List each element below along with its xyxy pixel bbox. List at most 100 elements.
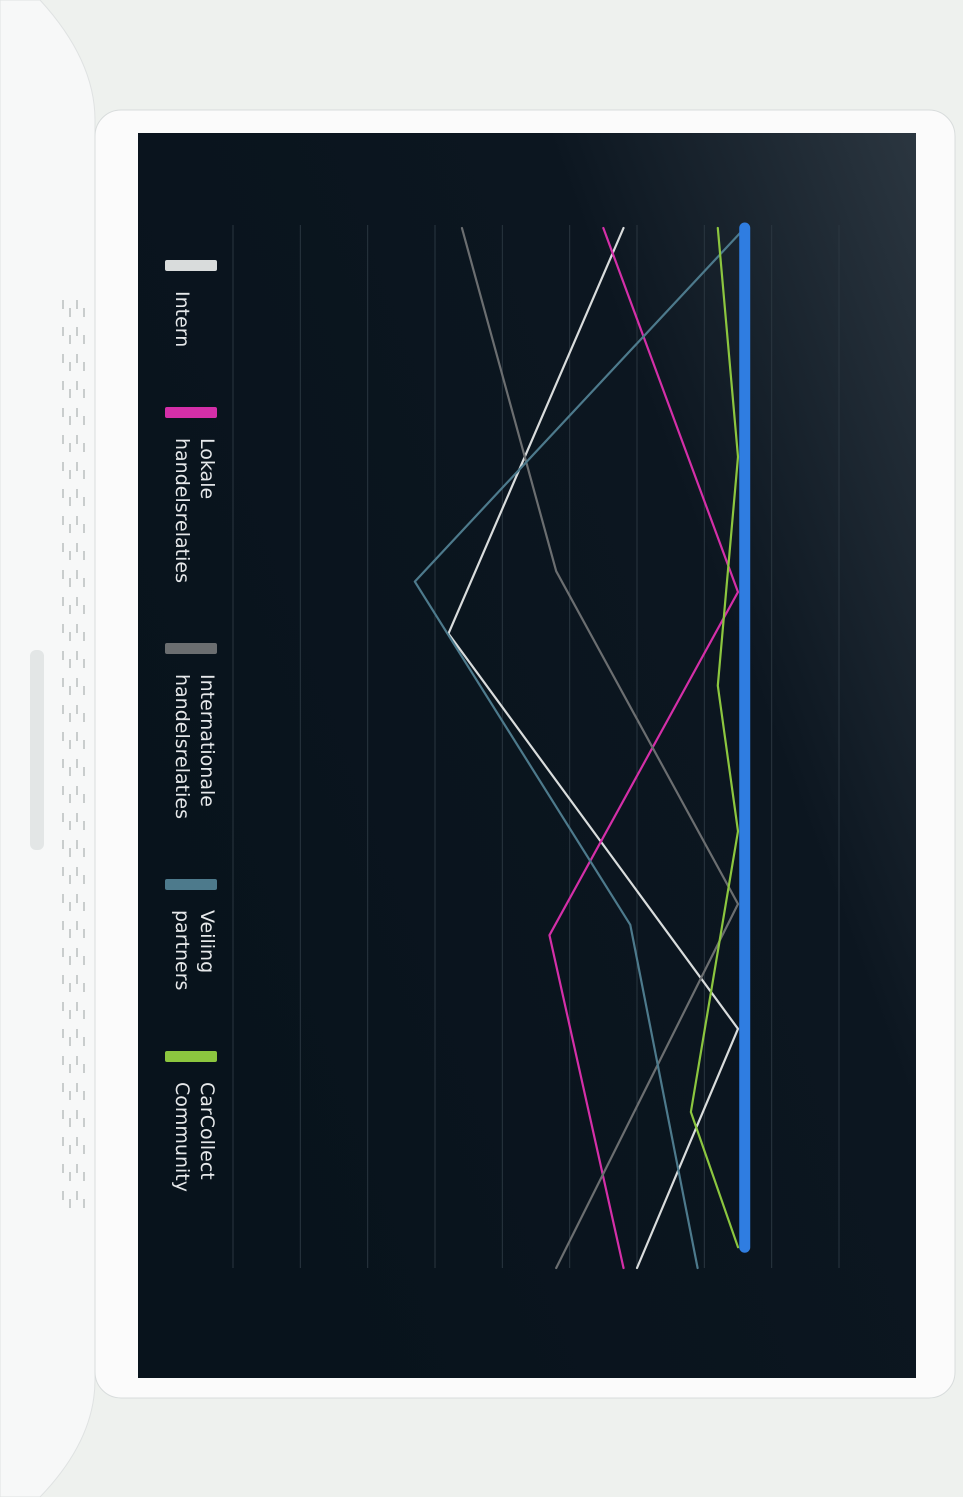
key — [83, 1091, 85, 1100]
key — [69, 605, 71, 614]
key — [69, 1145, 71, 1154]
legend-label: Lokale handelsrelaties — [171, 438, 218, 584]
series-line — [548, 226, 740, 1270]
legend-label: Veiling partners — [171, 910, 218, 991]
key — [76, 813, 78, 822]
key — [83, 1199, 85, 1208]
key — [76, 894, 78, 903]
series-line — [447, 226, 740, 1270]
key — [62, 759, 64, 768]
key — [62, 975, 64, 984]
key — [62, 894, 64, 903]
key — [83, 713, 85, 722]
key — [83, 497, 85, 506]
key — [76, 327, 78, 336]
key — [76, 948, 78, 957]
trackpad — [30, 650, 44, 850]
key — [62, 651, 64, 660]
key — [83, 1145, 85, 1154]
key — [83, 794, 85, 803]
key — [76, 705, 78, 714]
key — [83, 1064, 85, 1073]
key — [83, 929, 85, 938]
key — [76, 435, 78, 444]
key — [69, 875, 71, 884]
key — [69, 794, 71, 803]
key — [69, 929, 71, 938]
key — [62, 813, 64, 822]
key — [83, 362, 85, 371]
legend-swatch — [165, 643, 217, 655]
key — [76, 651, 78, 660]
key — [69, 1172, 71, 1181]
key — [83, 740, 85, 749]
key — [62, 354, 64, 363]
laptop-base — [0, 0, 96, 1497]
key — [83, 632, 85, 641]
legend-item: Internationale handelsrelaties — [165, 643, 219, 819]
key — [83, 659, 85, 668]
legend-label: Intern — [171, 291, 193, 348]
key — [62, 489, 64, 498]
key — [76, 381, 78, 390]
key — [83, 983, 85, 992]
key — [69, 308, 71, 317]
series-line — [413, 226, 746, 1270]
key — [76, 1083, 78, 1092]
key — [62, 786, 64, 795]
key — [76, 570, 78, 579]
legend-label: Internationale handelsrelaties — [171, 674, 218, 820]
key — [76, 543, 78, 552]
key — [83, 956, 85, 965]
legend-item: Veiling partners — [165, 879, 219, 991]
key — [69, 389, 71, 398]
key — [69, 848, 71, 857]
key — [69, 524, 71, 533]
key — [69, 659, 71, 668]
key — [76, 732, 78, 741]
key — [76, 1002, 78, 1011]
key — [69, 443, 71, 452]
key — [62, 921, 64, 930]
key — [62, 435, 64, 444]
key — [69, 335, 71, 344]
key — [62, 1191, 64, 1200]
key — [76, 759, 78, 768]
key — [83, 1118, 85, 1127]
key — [76, 624, 78, 633]
key — [69, 1037, 71, 1046]
key — [69, 713, 71, 722]
key — [62, 408, 64, 417]
key — [69, 1091, 71, 1100]
key — [76, 786, 78, 795]
key — [83, 605, 85, 614]
legend-item: Intern — [165, 260, 219, 347]
key — [69, 821, 71, 830]
key — [62, 597, 64, 606]
key — [83, 416, 85, 425]
key — [69, 686, 71, 695]
key — [62, 678, 64, 687]
key — [62, 840, 64, 849]
key — [76, 1191, 78, 1200]
key — [69, 767, 71, 776]
key — [62, 1002, 64, 1011]
key — [76, 678, 78, 687]
key — [69, 551, 71, 560]
key — [62, 705, 64, 714]
key — [62, 543, 64, 552]
key — [62, 1029, 64, 1038]
key — [76, 840, 78, 849]
key — [76, 1056, 78, 1065]
key — [69, 956, 71, 965]
key — [69, 1118, 71, 1127]
key — [83, 335, 85, 344]
key — [83, 389, 85, 398]
screen — [138, 133, 916, 1378]
key — [76, 300, 78, 309]
key — [76, 1110, 78, 1119]
key — [83, 686, 85, 695]
key — [83, 308, 85, 317]
key — [76, 867, 78, 876]
